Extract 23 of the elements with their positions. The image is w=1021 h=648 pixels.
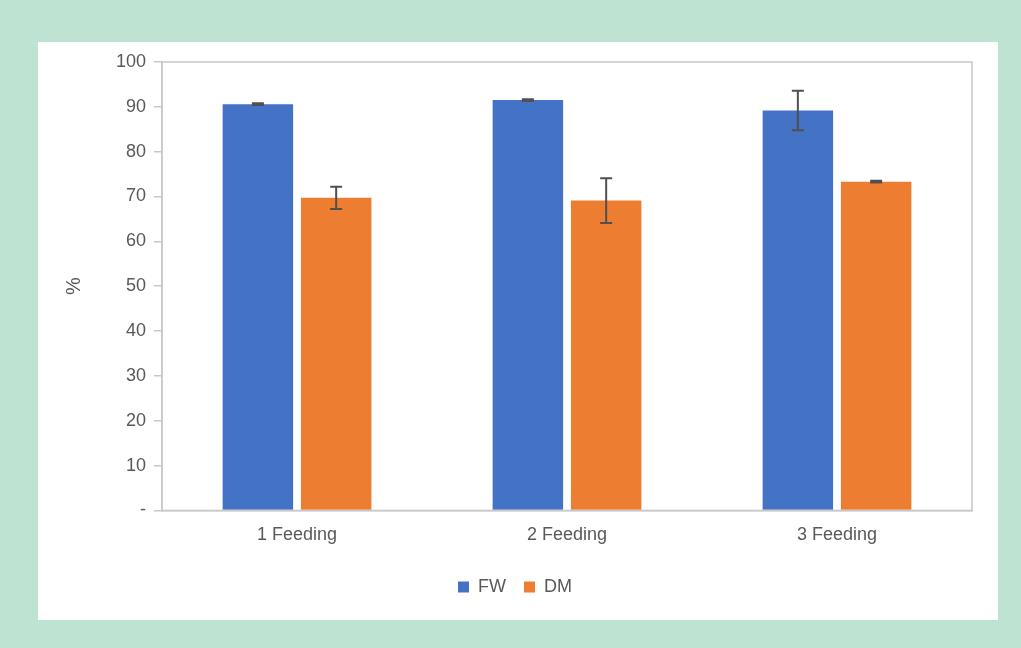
y-tick-label: 90 [126, 95, 147, 116]
x-tick-label: 2 Feeding [526, 524, 608, 545]
legend-label: DM [544, 575, 572, 596]
x-tick-label: 1 Feeding [257, 524, 338, 545]
y-tick-label: 20 [126, 409, 147, 430]
bar [570, 200, 642, 510]
y-tick-label: 80 [126, 140, 147, 161]
y-tick-label: 100 [115, 50, 147, 71]
y-tick-label: 40 [126, 320, 147, 341]
y-tick-label: - [140, 499, 147, 520]
y-tick-label: 30 [126, 364, 147, 385]
legend-label: FW [478, 575, 507, 596]
bar [762, 110, 834, 510]
y-axis-title: % [61, 277, 84, 296]
bar [222, 104, 294, 510]
bar [300, 197, 372, 510]
y-tick-label: 10 [126, 454, 147, 475]
y-tick-label: 60 [126, 230, 147, 251]
y-tick-label: 70 [126, 185, 147, 206]
y-tick-label: 50 [126, 275, 147, 296]
bar [840, 181, 912, 510]
x-tick-label: 3 Feeding [796, 524, 878, 545]
bar [492, 100, 564, 510]
